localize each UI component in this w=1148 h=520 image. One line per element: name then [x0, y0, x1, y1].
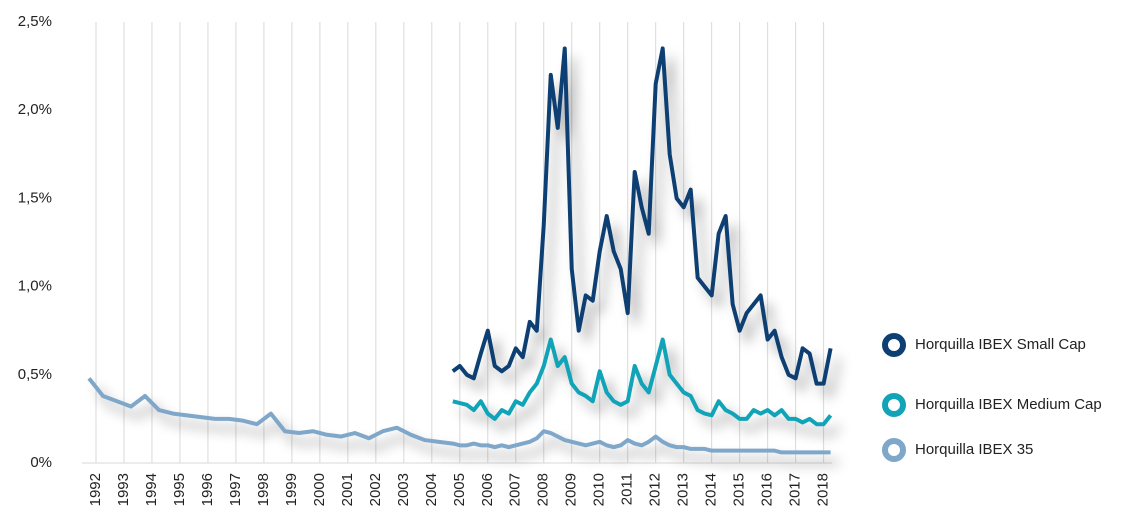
x-tick-label: 2016: [759, 473, 776, 506]
x-tick-label: 1995: [171, 473, 188, 506]
x-tick-label: 1997: [227, 473, 244, 506]
x-tick-label: 2017: [787, 473, 804, 506]
x-tick-label: 2015: [731, 473, 748, 506]
x-tick-label: 2011: [619, 473, 636, 505]
x-tick-label: 1992: [87, 473, 104, 506]
x-tick-label: 2002: [367, 473, 384, 506]
x-tick-label: 2007: [507, 473, 524, 506]
y-tick-label: 1,5%: [18, 189, 52, 206]
legend-swatch: [882, 393, 906, 417]
legend-label: Horquilla IBEX Medium Cap: [915, 396, 1102, 413]
y-tick-label: 2,0%: [18, 101, 52, 118]
legend-label: Horquilla IBEX 35: [915, 441, 1033, 458]
x-tick-label: 2018: [815, 473, 832, 506]
series-line: [451, 46, 833, 386]
y-tick-label: 0,5%: [18, 366, 52, 383]
y-tick-label: 0%: [30, 454, 52, 471]
x-tick-label: 2013: [675, 473, 692, 506]
legend-swatch: [882, 438, 906, 462]
x-tick-label: 2006: [479, 473, 496, 506]
x-tick-label: 1994: [143, 473, 160, 506]
x-tick-label: 1993: [115, 473, 132, 506]
x-tick-label: 2009: [563, 473, 580, 506]
x-tick-label: 2000: [311, 473, 328, 506]
x-tick-label: 2004: [423, 473, 440, 506]
x-tick-label: 1996: [199, 473, 216, 506]
x-tick-label: 2001: [339, 473, 356, 506]
y-tick-label: 2,5%: [18, 13, 52, 30]
x-tick-label: 2005: [451, 473, 468, 506]
y-tick-label: 1,0%: [18, 278, 52, 295]
x-tick-label: 2003: [395, 473, 412, 506]
x-tick-label: 2014: [703, 473, 720, 506]
x-tick-label: 2010: [591, 473, 608, 506]
series-line: [452, 337, 833, 427]
x-tick-label: 1999: [283, 473, 300, 506]
x-tick-label: 2012: [647, 473, 664, 506]
x-tick-label: 2008: [535, 473, 552, 506]
legend-label: Horquilla IBEX Small Cap: [915, 336, 1086, 353]
x-tick-label: 1998: [255, 473, 272, 506]
legend-swatch: [882, 333, 906, 357]
series-line: [87, 377, 831, 455]
